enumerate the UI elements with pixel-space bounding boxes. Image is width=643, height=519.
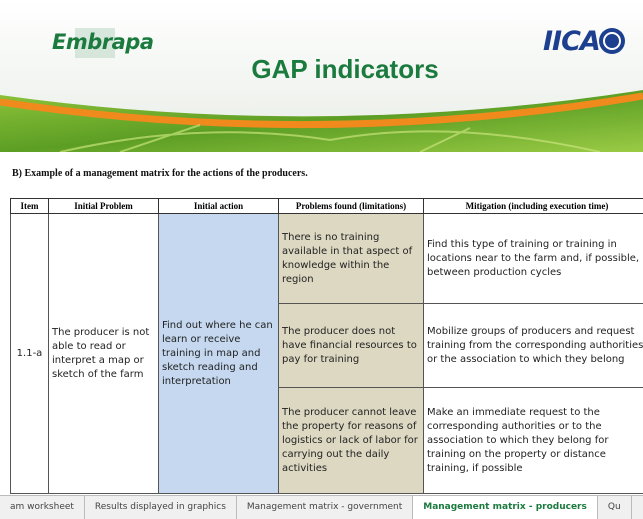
matrix-table: Item Initial Problem Initial action Prob… (10, 198, 643, 494)
problem-cell: The producer is not able to read or inte… (49, 214, 159, 494)
row: 1.1-a The producer is not able to read o… (11, 214, 643, 304)
column-header: Problems found (limitations) (279, 199, 424, 214)
sheet-tab[interactable]: Qu (598, 496, 632, 519)
subtitle: B) Example of a management matrix for th… (12, 168, 308, 179)
title: GAP indicators (0, 54, 643, 85)
sheet-tab[interactable]: Management matrix - government (237, 496, 413, 519)
logo-left: Embrapa (52, 30, 154, 54)
header-row: Item Initial Problem Initial action Prob… (11, 199, 643, 214)
sheet-tab[interactable]: Management matrix - producers (413, 496, 598, 519)
limitation-cell: There is no training available in that a… (279, 214, 424, 304)
limitation-cell: The producer cannot leave the property f… (279, 388, 424, 494)
mitigation-cell: Make an immediate request to the corresp… (424, 388, 643, 494)
logo-right: IICA (543, 26, 600, 57)
column-header: Item (11, 199, 49, 214)
sheet-tab[interactable]: Results displayed in graphics (85, 496, 237, 519)
limitation-cell: The producer does not have financial res… (279, 304, 424, 388)
page: Embrapa IICA GAP indicators B) Example o… (0, 0, 643, 518)
column-header: Initial Problem (49, 199, 159, 214)
column-header: Initial action (159, 199, 279, 214)
item-cell: 1.1-a (11, 214, 49, 494)
mitigation-cell: Mobilize groups of producers and request… (424, 304, 643, 388)
action-cell: Find out where he can learn or receive t… (159, 214, 279, 494)
column-header: Mitigation (including execution time) (424, 199, 643, 214)
sheet-tab[interactable]: am worksheet (0, 496, 85, 519)
mitigation-cell: Find this type of training or training i… (424, 214, 643, 304)
